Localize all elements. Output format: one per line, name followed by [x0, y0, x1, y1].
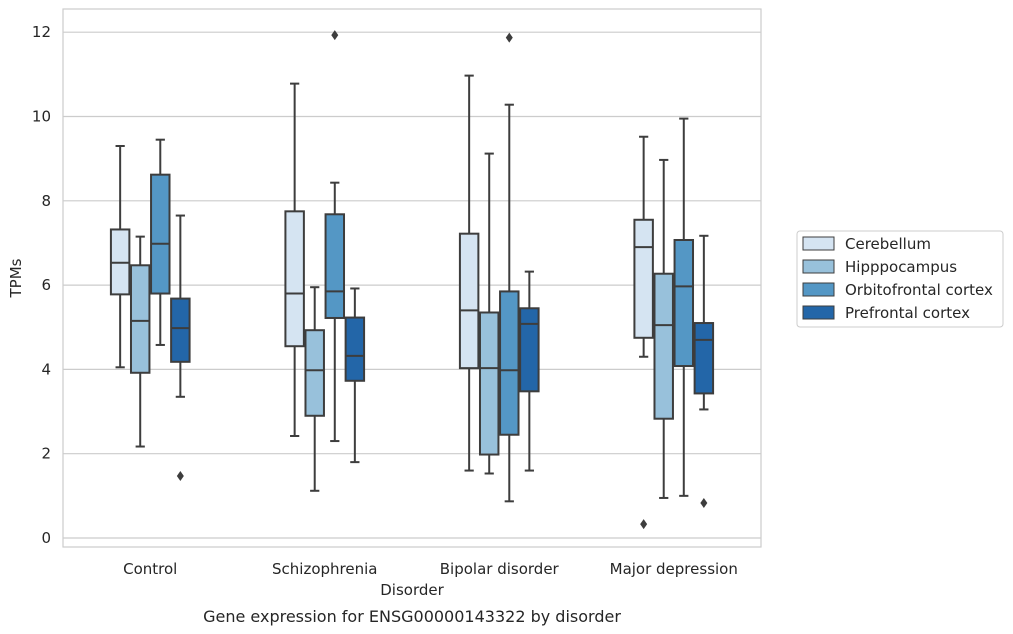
box-prefrontal-cortex [170, 214, 191, 482]
box-prefrontal-cortex [344, 287, 366, 464]
legend-label: Hipppocampus [845, 258, 957, 276]
legend-swatch [802, 236, 835, 251]
x-tick-label: Major depression [610, 560, 738, 578]
box-body [499, 290, 520, 436]
box-body [478, 311, 500, 456]
box-orbitofrontal-cortex [324, 30, 346, 443]
box-hipppocampus [653, 158, 674, 499]
box-cerebellum [633, 135, 654, 530]
box-body [633, 218, 654, 339]
box-cerebellum [109, 145, 131, 369]
box-hipppocampus [304, 286, 325, 492]
chart-caption: Gene expression for ENSG00000143322 by d… [203, 607, 621, 626]
box-body [129, 264, 151, 374]
legend-label: Cerebellum [845, 235, 931, 253]
outlier-point [505, 32, 513, 43]
outlier-point [640, 519, 648, 530]
outlier-point [176, 471, 184, 482]
x-tick-label: Schizophrenia [272, 560, 377, 578]
box-body [693, 322, 715, 395]
y-tick-label: 0 [41, 529, 51, 547]
box-body [324, 213, 346, 319]
box-hipppocampus [129, 235, 151, 448]
box-body [304, 329, 325, 417]
box-prefrontal-cortex [519, 270, 540, 472]
box-body [519, 307, 540, 393]
outlier-point [700, 498, 708, 509]
legend-frame [796, 230, 1004, 328]
box-body [284, 210, 305, 348]
box-cerebellum [458, 74, 480, 472]
x-axis-label: Disorder [380, 581, 444, 599]
box-prefrontal-cortex [693, 234, 715, 509]
box-orbitofrontal-cortex [150, 138, 171, 346]
legend-swatch [802, 305, 835, 320]
legend-swatch [802, 282, 835, 297]
legend-label: Orbitofrontal cortex [845, 281, 993, 299]
plot-frame [62, 8, 762, 548]
box-body [344, 316, 366, 382]
y-tick-label: 12 [32, 23, 51, 41]
box-orbitofrontal-cortex [673, 117, 695, 497]
x-tick-labels: Control Schizophrenia Bipolar disorder Majo… [123, 560, 738, 578]
legend-label: Prefrontal cortex [845, 304, 970, 322]
box-body [458, 232, 480, 370]
x-tick-label: Control [123, 560, 177, 578]
legend-swatch [802, 259, 835, 274]
box-cerebellum [284, 82, 305, 437]
y-tick-label: 2 [41, 445, 51, 463]
y-tick-labels: 0 2 4 6 8 10 12 [32, 23, 51, 547]
box-hipppocampus [478, 152, 500, 475]
box-body [170, 297, 191, 363]
y-axis-label: TPMs [7, 258, 25, 298]
legend: Cerebellum Hipppocampus Orbitofrontal cort… [796, 230, 1004, 328]
box-orbitofrontal-cortex [499, 32, 520, 503]
outlier-point [331, 30, 339, 41]
boxes [109, 30, 715, 530]
x-tick-label: Bipolar disorder [440, 560, 560, 578]
legend-items: Cerebellum Hipppocampus Orbitofrontal cort… [802, 235, 993, 322]
y-tick-label: 8 [41, 192, 51, 210]
box-body [673, 238, 695, 368]
box-body [653, 272, 674, 420]
y-tick-label: 10 [32, 108, 51, 126]
grid-lines [63, 31, 761, 539]
box-body [150, 173, 171, 295]
y-tick-label: 6 [41, 276, 51, 294]
y-tick-label: 4 [41, 360, 51, 378]
